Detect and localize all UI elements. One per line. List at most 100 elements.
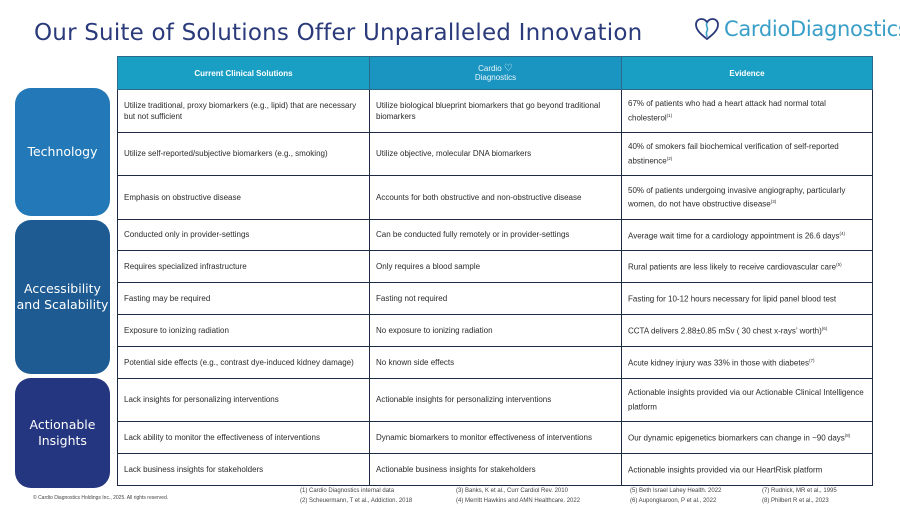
cell-current: Lack insights for personalizing interven… bbox=[117, 378, 370, 422]
copyright-notice: © Cardio Diagnostics Holdings Inc., 2025… bbox=[33, 495, 169, 501]
cell-evidence-text: CCTA delivers 2.88±0.85 mSv ( 30 chest x… bbox=[628, 327, 822, 337]
cell-current: Utilize self-reported/subjective biomark… bbox=[117, 132, 370, 176]
cell-ours-text: Only requires a blood sample bbox=[376, 261, 481, 271]
cell-current-text: Requires specialized infrastructure bbox=[124, 261, 247, 271]
cell-ours: Actionable business insights for stakeho… bbox=[369, 453, 622, 486]
cell-current: Exposure to ionizing radiation bbox=[117, 314, 370, 347]
cell-current-text: Potential side effects (e.g., contrast d… bbox=[124, 357, 354, 367]
cell-current: Conducted only in provider-settings bbox=[117, 219, 370, 251]
cell-ours-text: Actionable business insights for stakeho… bbox=[376, 464, 536, 474]
header-company: Cardio ♡ Diagnostics bbox=[369, 56, 622, 90]
table-row: Requires specialized infrastructure Only … bbox=[117, 250, 873, 283]
cell-current: Utilize traditional, proxy biomarkers (e… bbox=[117, 89, 370, 133]
reference-item: (7) Rudnick, MR et al., 1995 bbox=[762, 488, 837, 494]
category-accessibility: Accessibility and Scalability bbox=[15, 220, 110, 374]
reference-item: (3) Banks, K et al., Curr Cardiol Rev. 2… bbox=[456, 488, 568, 494]
table-row: Potential side effects (e.g., contrast d… bbox=[117, 346, 873, 379]
header-company-logo: Cardio ♡ Diagnostics bbox=[474, 63, 517, 83]
cell-current: Fasting may be required bbox=[117, 282, 370, 315]
cell-evidence: 40% of smokers fail biochemical verifica… bbox=[621, 132, 873, 176]
cell-ours: Actionable insights for personalizing in… bbox=[369, 378, 622, 422]
table-row: Emphasis on obstructive disease Accounts … bbox=[117, 175, 873, 220]
cell-evidence: Actionable insights provided via our Act… bbox=[621, 378, 873, 422]
cell-current: Lack business insights for stakeholders bbox=[117, 453, 370, 486]
cell-evidence: Rural patients are less likely to receiv… bbox=[621, 250, 873, 283]
reference-item: (5) Beth Israel Lahey Health. 2022 bbox=[630, 488, 722, 494]
heart-logo-icon bbox=[695, 18, 719, 41]
cell-ours-text: Utilize biological blueprint biomarkers … bbox=[376, 100, 601, 122]
cell-current-text: Utilize traditional, proxy biomarkers (e… bbox=[124, 100, 357, 122]
cell-ours-text: Dynamic biomarkers to monitor effectiven… bbox=[376, 432, 592, 442]
cell-ours: No exposure to ionizing radiation bbox=[369, 314, 622, 347]
page-title: Our Suite of Solutions Offer Unparallele… bbox=[34, 20, 643, 46]
cell-ours-text: Can be conducted fully remotely or in pr… bbox=[376, 230, 570, 240]
cell-evidence-text: Fasting for 10-12 hours necessary for li… bbox=[628, 295, 837, 305]
reference-marker: (3) bbox=[770, 199, 777, 205]
cell-ours: No known side effects bbox=[369, 346, 622, 379]
cell-current-text: Emphasis on obstructive disease bbox=[124, 192, 241, 202]
cell-current: Emphasis on obstructive disease bbox=[117, 175, 370, 220]
cell-evidence: Fasting for 10-12 hours necessary for li… bbox=[621, 282, 873, 315]
cell-current-text: Fasting may be required bbox=[124, 293, 211, 303]
cell-evidence-text: 40% of smokers fail biochemical verifica… bbox=[628, 142, 839, 166]
cell-evidence-text: Our dynamic epigenetics biomarkers can c… bbox=[628, 434, 845, 444]
cell-ours-text: Actionable insights for personalizing in… bbox=[376, 395, 552, 405]
brand-name: CardioDiagnostics bbox=[724, 17, 900, 41]
cell-ours: Utilize objective, molecular DNA biomark… bbox=[369, 132, 622, 176]
header-current-solutions: Current Clinical Solutions bbox=[117, 56, 370, 90]
table-row: Exposure to ionizing radiation No exposur… bbox=[117, 314, 873, 347]
reference-marker: (8) bbox=[844, 433, 851, 439]
cell-current: Lack ability to monitor the effectivenes… bbox=[117, 421, 370, 454]
cell-current-text: Exposure to ionizing radiation bbox=[124, 325, 229, 335]
header-company-line1: Cardio bbox=[478, 64, 502, 73]
cell-evidence-text: Acute kidney injury was 33% in those wit… bbox=[628, 359, 809, 369]
cell-evidence: 50% of patients undergoing invasive angi… bbox=[621, 175, 873, 220]
reference-marker: (2) bbox=[666, 155, 673, 161]
category-technology: Technology bbox=[15, 88, 110, 216]
table-row: Utilize traditional, proxy biomarkers (e… bbox=[117, 89, 873, 133]
reference-marker: (5) bbox=[836, 262, 842, 268]
cell-current-text: Utilize self-reported/subjective biomark… bbox=[124, 149, 328, 159]
cell-ours: Only requires a blood sample bbox=[369, 250, 622, 283]
cell-evidence-text: Actionable insights provided via our Act… bbox=[628, 388, 864, 412]
brand-logo: CardioDiagnostics bbox=[694, 16, 900, 42]
cell-ours-text: Utilize objective, molecular DNA biomark… bbox=[376, 149, 532, 159]
table-row: Fasting may be required Fasting not requi… bbox=[117, 282, 873, 315]
cell-ours: Fasting not required bbox=[369, 282, 622, 315]
category-actionable-insights: Actionable Insights bbox=[15, 378, 110, 488]
cell-evidence-text: Actionable insights provided via our Hea… bbox=[628, 466, 823, 476]
cell-evidence: Average wait time for a cardiology appoi… bbox=[621, 219, 873, 251]
cell-ours-text: No exposure to ionizing radiation bbox=[376, 325, 493, 335]
cell-current-text: Conducted only in provider-settings bbox=[124, 230, 250, 240]
cell-ours-text: No known side effects bbox=[376, 357, 455, 367]
reference-marker: (7) bbox=[809, 358, 815, 364]
table-header-row: Current Clinical Solutions Cardio ♡ Diag… bbox=[117, 56, 873, 90]
cell-ours-text: Fasting not required bbox=[376, 293, 448, 303]
cell-evidence: Actionable insights provided via our Hea… bbox=[621, 453, 873, 486]
heart-icon: ♡ bbox=[503, 63, 513, 74]
cell-ours: Can be conducted fully remotely or in pr… bbox=[369, 219, 622, 251]
cell-evidence: 67% of patients who had a heart attack h… bbox=[621, 89, 873, 133]
cell-ours: Dynamic biomarkers to monitor effectiven… bbox=[369, 421, 622, 454]
cell-evidence-text: 50% of patients undergoing invasive angi… bbox=[628, 185, 846, 209]
header-company-line2: Diagnostics bbox=[474, 73, 517, 82]
table-row: Lack business insights for stakeholders A… bbox=[117, 453, 873, 486]
comparison-table: Current Clinical Solutions Cardio ♡ Diag… bbox=[117, 56, 873, 486]
cell-ours: Accounts for both obstructive and non-ob… bbox=[369, 175, 622, 220]
cell-current: Requires specialized infrastructure bbox=[117, 250, 370, 283]
reference-item: (1) Cardio Diagnostics internal data bbox=[300, 488, 395, 494]
reference-item: (8) Philbert R et al., 2023 bbox=[762, 498, 829, 504]
reference-item: (2) Scheuermann, T et al., Addiction. 20… bbox=[300, 498, 413, 504]
cell-evidence-text: 67% of patients who had a heart attack h… bbox=[628, 99, 826, 123]
cell-current-text: Lack business insights for stakeholders bbox=[124, 464, 264, 474]
references-col-4: (7) Rudnick, MR et al., 1995 (8) Philber… bbox=[762, 486, 837, 506]
cell-ours: Utilize biological blueprint biomarkers … bbox=[369, 89, 622, 133]
reference-item: (6) Aupongkaroon, P et al., 2022 bbox=[630, 498, 717, 504]
table-row: Conducted only in provider-settings Can b… bbox=[117, 219, 873, 251]
cell-evidence-text: Rural patients are less likely to receiv… bbox=[628, 263, 837, 273]
reference-marker: (4) bbox=[839, 230, 846, 236]
cell-current-text: Lack ability to monitor the effectivenes… bbox=[124, 432, 320, 442]
table-row: Lack insights for personalizing interven… bbox=[117, 378, 873, 422]
header-evidence: Evidence bbox=[621, 56, 873, 90]
cell-ours-text: Accounts for both obstructive and non-ob… bbox=[376, 192, 582, 202]
